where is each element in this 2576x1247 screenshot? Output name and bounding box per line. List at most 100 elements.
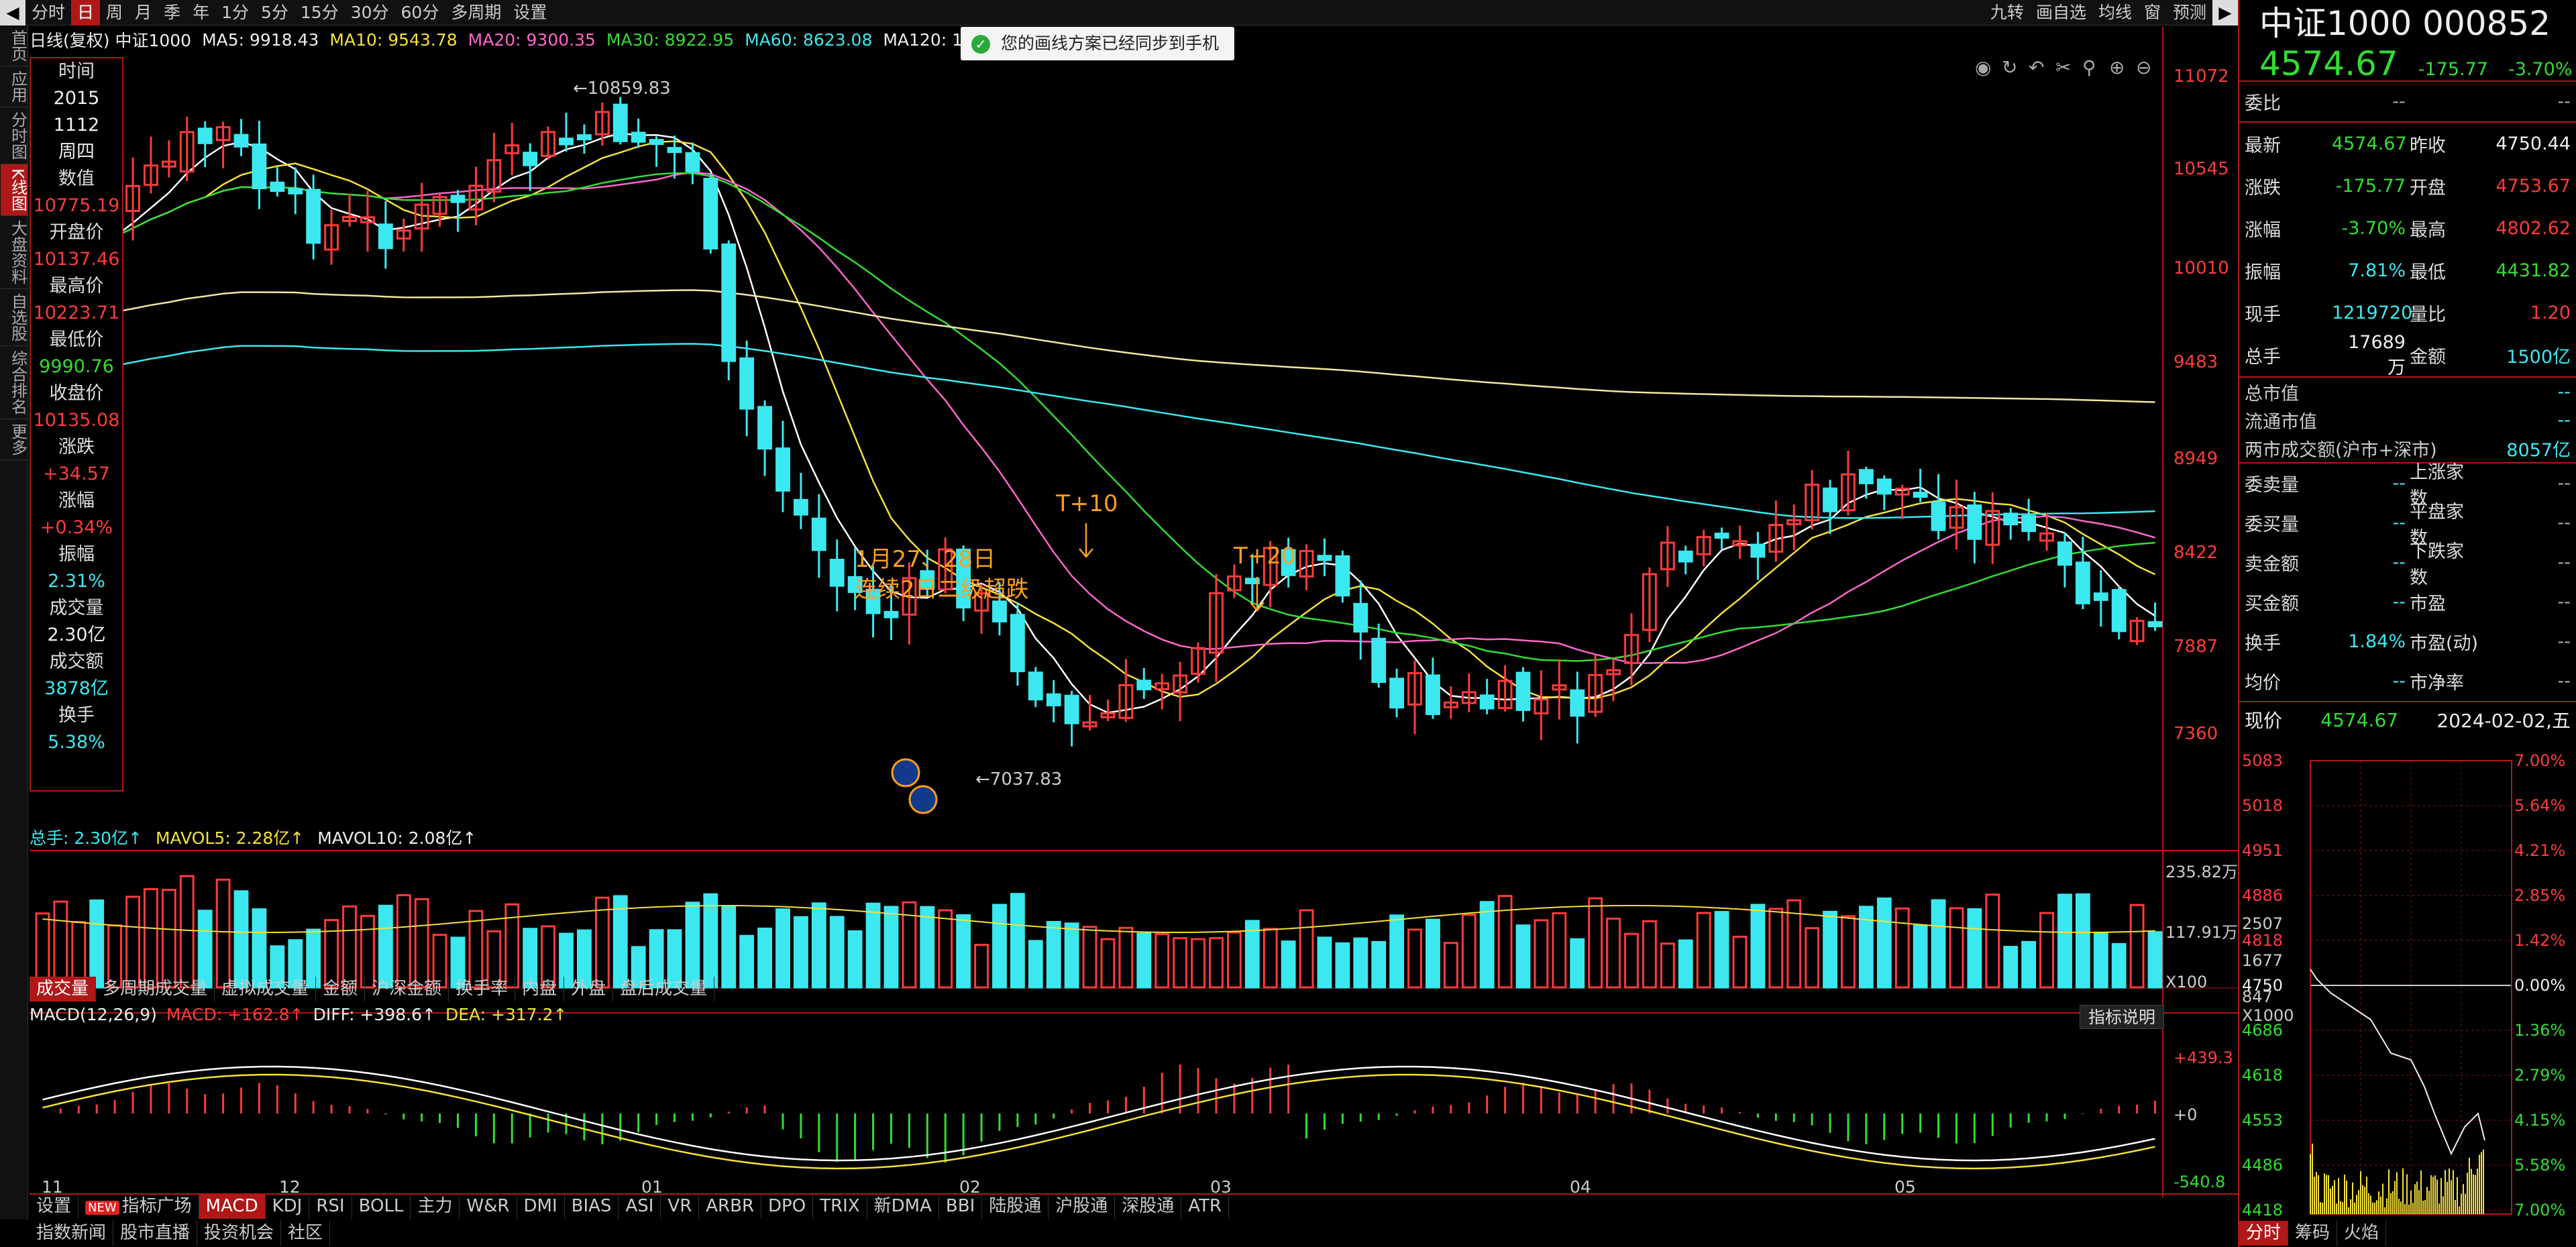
period-tab-1[interactable]: 日 (71, 0, 101, 25)
top-tool-4[interactable]: 预测 (2172, 3, 2206, 22)
period-tab-12[interactable]: 设置 (513, 2, 547, 22)
vol-tab-1[interactable]: 多周期成交量 (96, 977, 215, 1001)
mini-tab-0[interactable]: 分时 (2239, 1221, 2289, 1246)
info-value-4: 10137.46 (33, 249, 120, 270)
top-tool-0[interactable]: 九转 (1990, 3, 2024, 22)
ind-tab-7[interactable]: W&R (460, 1194, 517, 1219)
top-tool-1[interactable]: 画自选 (2035, 3, 2086, 22)
stock-name: 中证1000 000852 (2259, 4, 2551, 43)
price-axis-label: 7360 (2174, 724, 2218, 744)
indicator-help-button[interactable]: 指标说明 (2080, 1005, 2165, 1029)
ind-tab-9[interactable]: BIAS (565, 1194, 619, 1219)
ind-tab-20[interactable]: ATR (1181, 1194, 1229, 1219)
leftnav-item-3[interactable]: K线图 (0, 164, 28, 216)
period-tab-9[interactable]: 30分 (350, 2, 389, 22)
period-tab-0[interactable]: 分时 (32, 2, 66, 22)
volume-bar (360, 914, 375, 989)
ind-tab-5[interactable]: BOLL (352, 1194, 411, 1219)
dea-line (42, 1073, 2155, 1170)
intraday-minichart[interactable]: 5083 5018 4951 4886 4818 4750 4686 4618 4553 4486… (2239, 751, 2576, 1247)
vol-tab-4[interactable]: 沪深金额 (365, 977, 449, 1001)
ind-tab-13[interactable]: DPO (761, 1194, 814, 1219)
ind-tab-6[interactable]: 主力 (411, 1194, 460, 1219)
volume-bar (161, 889, 176, 989)
period-tab-8[interactable]: 15分 (300, 2, 339, 22)
candle-body (378, 223, 393, 250)
leftnav-item-2[interactable]: 分时图 (0, 107, 28, 164)
ind-tab-16[interactable]: BBI (939, 1194, 983, 1219)
ind-tab-4[interactable]: RSI (309, 1194, 352, 1219)
ind-tab-12[interactable]: ARBR (699, 1194, 762, 1219)
kline-chart[interactable]: 11072 10545 10010 9483 8949 8422 7887 7360 235.8… (30, 27, 2238, 1197)
top-tool-2[interactable]: 均线 (2098, 3, 2132, 22)
leftnav-item-5[interactable]: 自选股 (0, 289, 28, 346)
forward-arrow-icon[interactable]: ▶ (2212, 0, 2238, 25)
period-tab-6[interactable]: 1分 (221, 2, 249, 22)
leftnav-item-4[interactable]: 大盘资料 (0, 216, 28, 289)
ind-tab-15[interactable]: 新DMA (867, 1194, 939, 1219)
vol-tab-5[interactable]: 换手率 (449, 977, 516, 1001)
b-label: 均价 (2245, 673, 2281, 694)
volume-bar (504, 903, 520, 989)
footer-tab-0[interactable]: 指数新闻 (30, 1221, 114, 1246)
period-tab-3[interactable]: 月 (135, 2, 152, 22)
leftnav-item-1[interactable]: 应用 (0, 66, 28, 107)
mini-tab-2[interactable]: 火焰 (2337, 1221, 2387, 1246)
footer-tab-1[interactable]: 股市直播 (113, 1221, 198, 1246)
volume-bar (1642, 920, 1657, 989)
back-arrow-icon[interactable]: ◀ (0, 0, 25, 25)
ind-tab-0[interactable]: 设置 (30, 1194, 79, 1219)
ind-tab-11[interactable]: VR (661, 1194, 700, 1219)
macd-legend: MACD(12,26,9) MACD: +162.8↑ DIFF: +398.6… (30, 1005, 567, 1024)
mini-right-axis: 1.42% (2514, 931, 2565, 950)
candle-body (1624, 634, 1639, 664)
candle-body (144, 164, 158, 186)
q-label: 金额 (2410, 347, 2446, 368)
ind-tab-14[interactable]: TRIX (813, 1194, 867, 1219)
ind-tab-18[interactable]: 沪股通 (1049, 1194, 1116, 1219)
vol-tab-8[interactable]: 盘后成交量 (613, 977, 715, 1001)
ind-tab-label: ASI (625, 1196, 654, 1216)
leftnav-item-6[interactable]: 综合排名 (0, 346, 28, 419)
ind-tab-3[interactable]: KDJ (266, 1194, 310, 1219)
info-label-9: 涨幅 (58, 490, 95, 511)
vol-tab-7[interactable]: 外盘 (564, 977, 614, 1001)
candle-body (2039, 532, 2054, 542)
candle-body (1515, 671, 1531, 711)
footer-tab-3[interactable]: 社区 (281, 1221, 331, 1246)
vol-tab-6[interactable]: 内盘 (515, 977, 565, 1001)
ind-tab-19[interactable]: 深股通 (1115, 1194, 1182, 1219)
vol-tab-0[interactable]: 成交量 (30, 977, 97, 1001)
footer-tab-2[interactable]: 投资机会 (197, 1221, 282, 1246)
ind-tab-1[interactable]: NEW 指标广场 (78, 1194, 199, 1219)
vol-tab-2[interactable]: 虚拟成交量 (215, 977, 317, 1001)
period-tab-10[interactable]: 60分 (400, 2, 439, 22)
quote-row: 最新 4574.67 昨收 4750.44 (2239, 123, 2576, 165)
leftnav-item-7[interactable]: 更多 (0, 419, 28, 460)
period-tab-2[interactable]: 周 (106, 2, 123, 22)
volume-bar (2129, 904, 2145, 989)
crosshair-info-panel: 时间 2015 1112 周四 数值 10775.19 开盘价 10137.46 最高价 1022… (30, 57, 123, 792)
candle-body (1082, 721, 1097, 728)
ind-tab-17[interactable]: 陆股通 (982, 1194, 1049, 1219)
period-tab-5[interactable]: 年 (193, 2, 210, 22)
quote-row: 振幅 7.81% 最低 4431.82 (2239, 250, 2576, 292)
period-tab-11[interactable]: 多周期 (451, 2, 502, 22)
volume-indicator-tabs: 成交量 多周期成交量 虚拟成交量 金额 沪深金额 换手率 内盘 外盘 盘后成交量 (30, 977, 715, 1001)
ind-tab-8[interactable]: DMI (517, 1194, 565, 1219)
ind-tab-10[interactable]: ASI (619, 1194, 661, 1219)
b-value: 1.84% (2348, 631, 2406, 652)
leftnav-item-0[interactable]: 首页 (0, 25, 28, 66)
vol-tab-3[interactable]: 金额 (316, 977, 366, 1001)
volume-bar (1967, 908, 1982, 989)
candle-body (1299, 549, 1314, 578)
top-tool-3[interactable]: 窗 (2143, 3, 2161, 22)
candle-body (1768, 524, 1784, 553)
b-value: -- (2557, 512, 2571, 533)
volume-bar (1118, 926, 1134, 989)
period-tab-7[interactable]: 5分 (261, 2, 288, 22)
mini-tab-1[interactable]: 筹码 (2288, 1221, 2338, 1246)
period-tab-4[interactable]: 季 (164, 2, 181, 22)
ind-tab-2[interactable]: MACD (199, 1194, 266, 1219)
candle-body (1841, 473, 1856, 512)
